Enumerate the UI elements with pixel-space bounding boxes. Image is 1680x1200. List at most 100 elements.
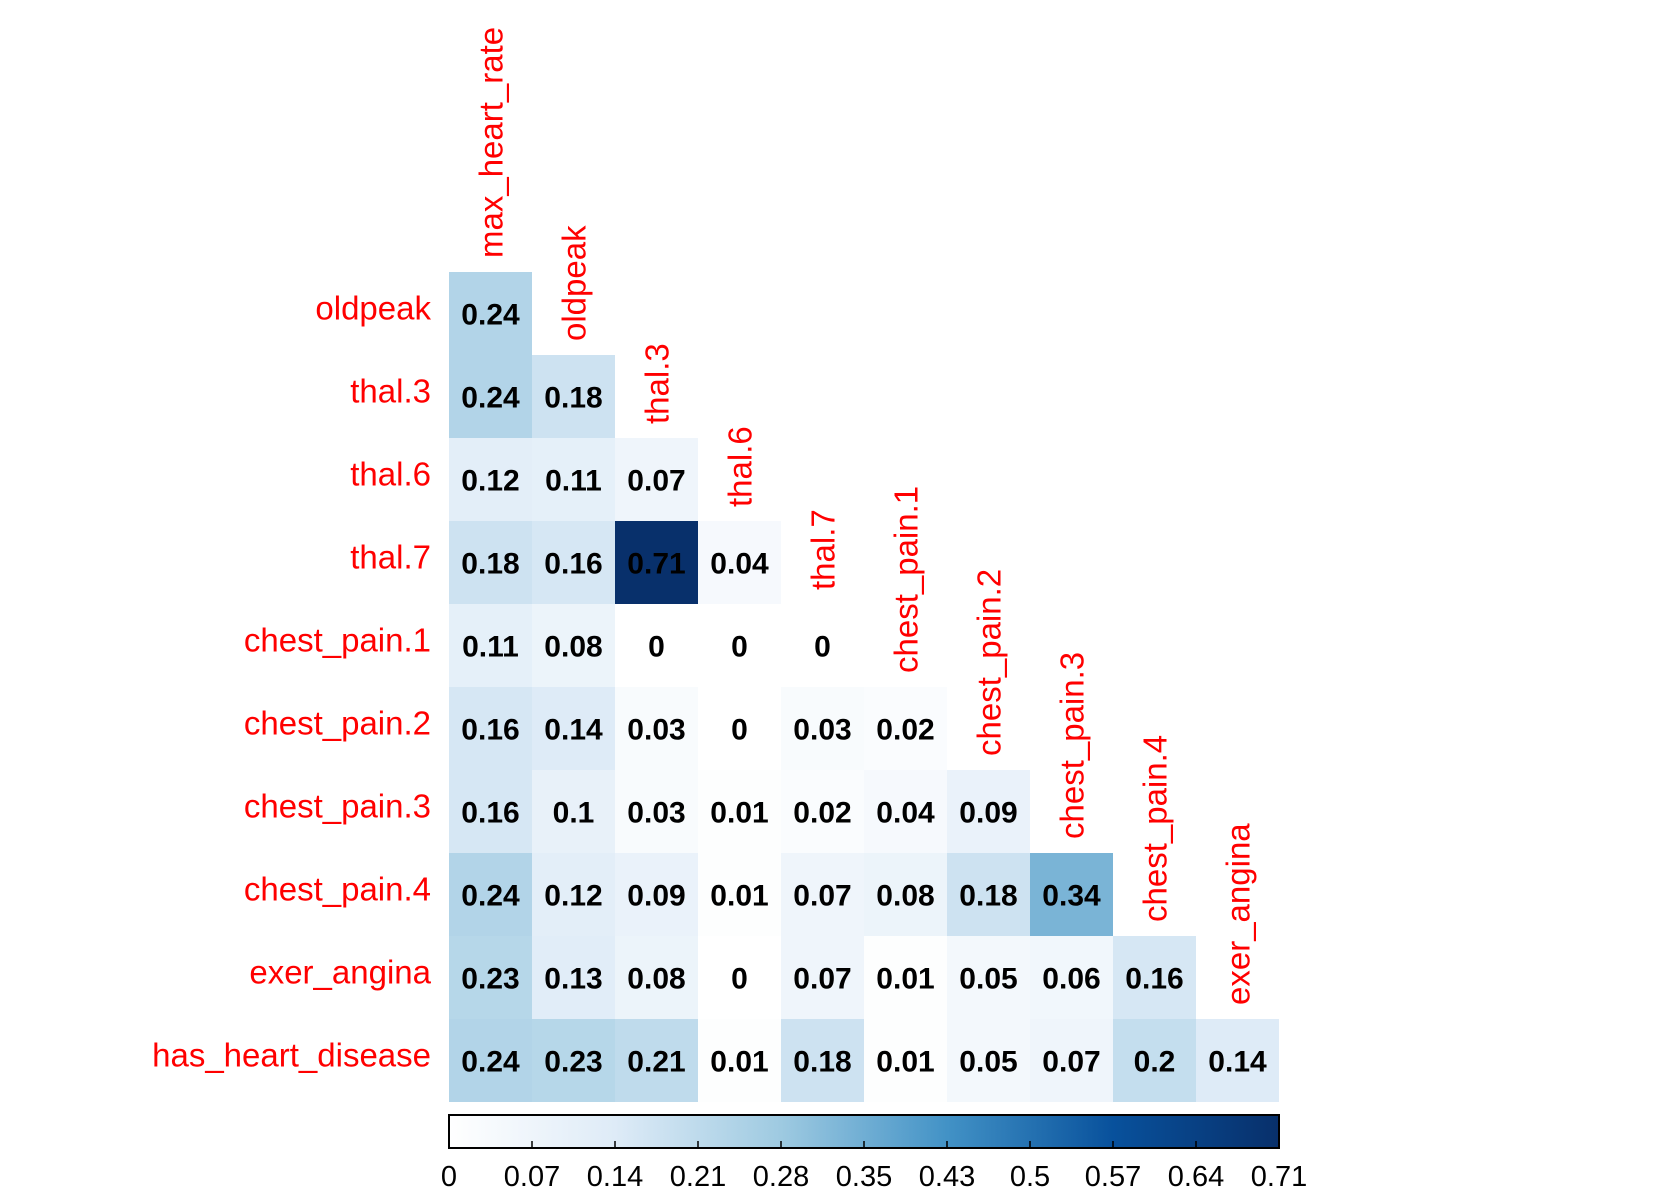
cell-value-6-5: 0.04	[876, 797, 935, 830]
heatmap-cell-4-1	[532, 604, 615, 687]
cell-value-7-3: 0.01	[710, 880, 768, 913]
heatmap-cell-2-0	[449, 438, 532, 521]
cell-value-6-2: 0.03	[627, 797, 685, 830]
heatmap-cell-7-5	[864, 853, 947, 936]
heatmap-cell-4-4	[781, 604, 864, 687]
cell-value-5-2: 0.03	[627, 714, 685, 747]
cell-value-2-0: 0.12	[461, 465, 519, 498]
heatmap-cell-8-4	[781, 936, 864, 1019]
heatmap-cell-9-0	[449, 1019, 532, 1102]
cell-value-6-0: 0.16	[461, 797, 519, 830]
heatmap-cell-3-2	[615, 521, 698, 604]
cell-value-8-4: 0.07	[793, 963, 851, 996]
heatmap-cell-7-6	[947, 853, 1030, 936]
heatmap-cell-7-1	[532, 853, 615, 936]
heatmap-cell-7-0	[449, 853, 532, 936]
cell-value-4-0: 0.11	[462, 631, 519, 664]
row-label-7: chest_pain.4	[244, 871, 431, 908]
row-label-5: chest_pain.2	[244, 705, 431, 742]
heatmap-cell-9-9	[1196, 1019, 1279, 1102]
cell-value-9-2: 0.21	[627, 1046, 685, 1079]
column-label-3: thal.6	[722, 426, 759, 507]
column-label-8: chest_pain.4	[1137, 735, 1174, 922]
cell-value-6-6: 0.09	[959, 797, 1017, 830]
heatmap-cell-4-0	[449, 604, 532, 687]
row-labels: oldpeak thal.3 thal.6 thal.7 chest_pain.1che…	[152, 290, 432, 1074]
heatmap-cell-3-1	[532, 521, 615, 604]
cell-value-2-1: 0.11	[545, 465, 602, 498]
cell-value-8-7: 0.06	[1042, 963, 1100, 996]
legend-tick-label-10: 0.71	[1251, 1161, 1307, 1193]
column-label-7: chest_pain.3	[1054, 652, 1091, 839]
heatmap-cell-6-2	[615, 770, 698, 853]
heatmap-cell-4-2	[615, 604, 698, 687]
heatmap-cell-3-0	[449, 521, 532, 604]
heatmap-cell-7-2	[615, 853, 698, 936]
cell-value-5-4: 0.03	[793, 714, 851, 747]
cell-value-3-1: 0.16	[544, 548, 602, 581]
cell-value-5-3: 0	[731, 714, 748, 747]
cell-value-8-6: 0.05	[959, 963, 1017, 996]
heatmap-cell-0-0	[449, 272, 532, 355]
cell-value-6-1: 0.1	[553, 797, 595, 830]
heatmap-cells	[449, 272, 1279, 1102]
cell-value-8-2: 0.08	[627, 963, 685, 996]
cell-value-3-3: 0.04	[710, 548, 769, 581]
cell-value-8-1: 0.13	[544, 963, 602, 996]
heatmap-cell-9-5	[864, 1019, 947, 1102]
cell-value-7-4: 0.07	[793, 880, 851, 913]
cell-value-4-4: 0	[814, 631, 831, 664]
cell-value-0-0: 0.24	[461, 299, 520, 332]
heatmap-cell-2-2	[615, 438, 698, 521]
legend-tick-label-5: 0.35	[836, 1161, 892, 1193]
row-label-9: has_heart_disease	[152, 1037, 431, 1074]
legend-tick-label-7: 0.5	[1010, 1161, 1050, 1193]
heatmap-cell-8-2	[615, 936, 698, 1019]
cell-value-4-2: 0	[648, 631, 665, 664]
cell-value-5-0: 0.16	[461, 714, 519, 747]
cell-value-7-7: 0.34	[1042, 880, 1101, 913]
legend-tick-label-0: 0	[441, 1161, 457, 1193]
cell-value-9-6: 0.05	[959, 1046, 1017, 1079]
cell-value-5-5: 0.02	[876, 714, 934, 747]
legend-tick-label-8: 0.57	[1085, 1161, 1141, 1193]
column-label-4: thal.7	[805, 509, 842, 590]
heatmap-cell-1-0	[449, 355, 532, 438]
heatmap-cell-7-7	[1030, 853, 1113, 936]
cell-value-7-1: 0.12	[544, 880, 602, 913]
heatmap-cell-8-3	[698, 936, 781, 1019]
heatmap-cell-7-4	[781, 853, 864, 936]
cell-value-9-5: 0.01	[876, 1046, 934, 1079]
legend-tick-label-9: 0.64	[1168, 1161, 1224, 1193]
heatmap-cell-5-0	[449, 687, 532, 770]
column-label-9: exer_angina	[1220, 823, 1257, 1005]
cell-value-6-4: 0.02	[793, 797, 851, 830]
cell-value-3-0: 0.18	[461, 548, 519, 581]
column-label-2: thal.3	[639, 343, 676, 424]
row-label-6: chest_pain.3	[244, 788, 431, 825]
column-label-5: chest_pain.1	[888, 486, 925, 673]
legend-tick-label-2: 0.14	[587, 1161, 643, 1193]
cell-value-9-4: 0.18	[793, 1046, 851, 1079]
heatmap-cell-9-6	[947, 1019, 1030, 1102]
cell-value-8-8: 0.16	[1125, 963, 1183, 996]
cell-value-9-0: 0.24	[461, 1046, 520, 1079]
legend-tick-label-3: 0.21	[670, 1161, 726, 1193]
cell-value-1-0: 0.24	[461, 382, 520, 415]
heatmap-cell-2-1	[532, 438, 615, 521]
heatmap-cell-6-1	[532, 770, 615, 853]
heatmap-cell-5-2	[615, 687, 698, 770]
cell-value-4-1: 0.08	[544, 631, 602, 664]
heatmap-cell-9-2	[615, 1019, 698, 1102]
heatmap-cell-1-1	[532, 355, 615, 438]
heatmap-cell-8-1	[532, 936, 615, 1019]
cell-value-3-2: 0.71	[627, 548, 685, 581]
heatmap-cell-8-6	[947, 936, 1030, 1019]
heatmap-cell-8-0	[449, 936, 532, 1019]
heatmap-cell-5-3	[698, 687, 781, 770]
cell-value-7-6: 0.18	[959, 880, 1017, 913]
cell-value-9-8: 0.2	[1134, 1046, 1176, 1079]
legend-tick-label-1: 0.07	[504, 1161, 560, 1193]
cell-value-2-2: 0.07	[627, 465, 685, 498]
heatmap-cell-9-1	[532, 1019, 615, 1102]
